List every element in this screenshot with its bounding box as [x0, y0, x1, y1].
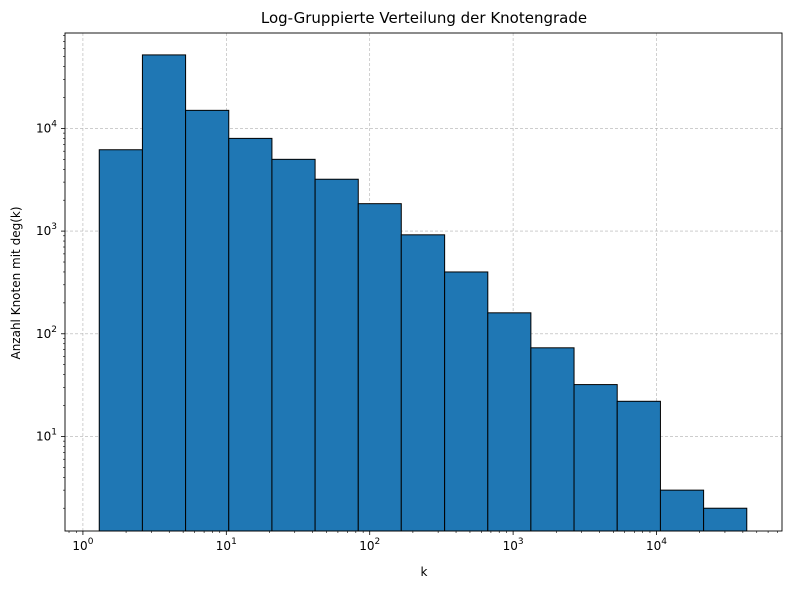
x-tick-base: 10 [216, 539, 231, 553]
histogram-bar [444, 271, 489, 532]
y-tick-base: 10 [36, 224, 51, 238]
histogram-bar [357, 203, 402, 532]
x-tick-base: 10 [72, 539, 87, 553]
plot-frame [64, 32, 783, 532]
x-tick-exponent: 2 [374, 537, 380, 547]
histogram-bar [616, 400, 661, 532]
y-tick-label: 103 [36, 222, 57, 238]
y-axis-label: Anzahl Knoten mit deg(k) [9, 206, 23, 359]
y-tick-label: 104 [36, 119, 57, 135]
y-tick-exponent: 1 [51, 427, 57, 437]
x-tick-label: 100 [72, 537, 93, 553]
histogram-bar [141, 54, 187, 532]
y-tick-exponent: 2 [51, 325, 57, 335]
x-tick-exponent: 0 [88, 537, 94, 547]
x-axis-ticks: 100 101 102 103 104 [68, 531, 779, 553]
histogram-bar [573, 384, 618, 532]
x-tick-label: 104 [646, 537, 667, 553]
x-tick-base: 10 [646, 539, 661, 553]
y-tick-label: 102 [36, 325, 57, 341]
y-tick-label: 101 [36, 427, 57, 443]
histogram-bar [314, 178, 359, 532]
chart-title: Log-Gruppierte Verteilung der Knotengrad… [261, 9, 587, 27]
x-tick-exponent: 4 [661, 537, 667, 547]
histogram-bar [530, 347, 575, 532]
x-tick-label: 103 [503, 537, 524, 553]
histogram-bar [185, 109, 230, 532]
x-tick-exponent: 3 [518, 537, 524, 547]
histogram-bar [487, 312, 532, 532]
x-axis-label: k [421, 565, 428, 579]
histogram-bar [228, 137, 273, 532]
histogram-bar [703, 507, 748, 532]
x-tick-base: 10 [359, 539, 374, 553]
x-tick-label: 101 [216, 537, 237, 553]
y-tick-base: 10 [36, 121, 51, 135]
histogram-bar [271, 158, 316, 532]
bars-group [98, 54, 748, 532]
histogram-bar [659, 489, 705, 532]
histogram-bar [400, 234, 446, 532]
x-tick-base: 10 [503, 539, 518, 553]
y-tick-base: 10 [36, 429, 51, 443]
x-tick-label: 102 [359, 537, 380, 553]
y-tick-exponent: 4 [51, 119, 57, 129]
y-tick-base: 10 [36, 327, 51, 341]
histogram-bar [98, 149, 143, 532]
y-tick-exponent: 3 [51, 222, 57, 232]
x-tick-exponent: 1 [231, 537, 237, 547]
